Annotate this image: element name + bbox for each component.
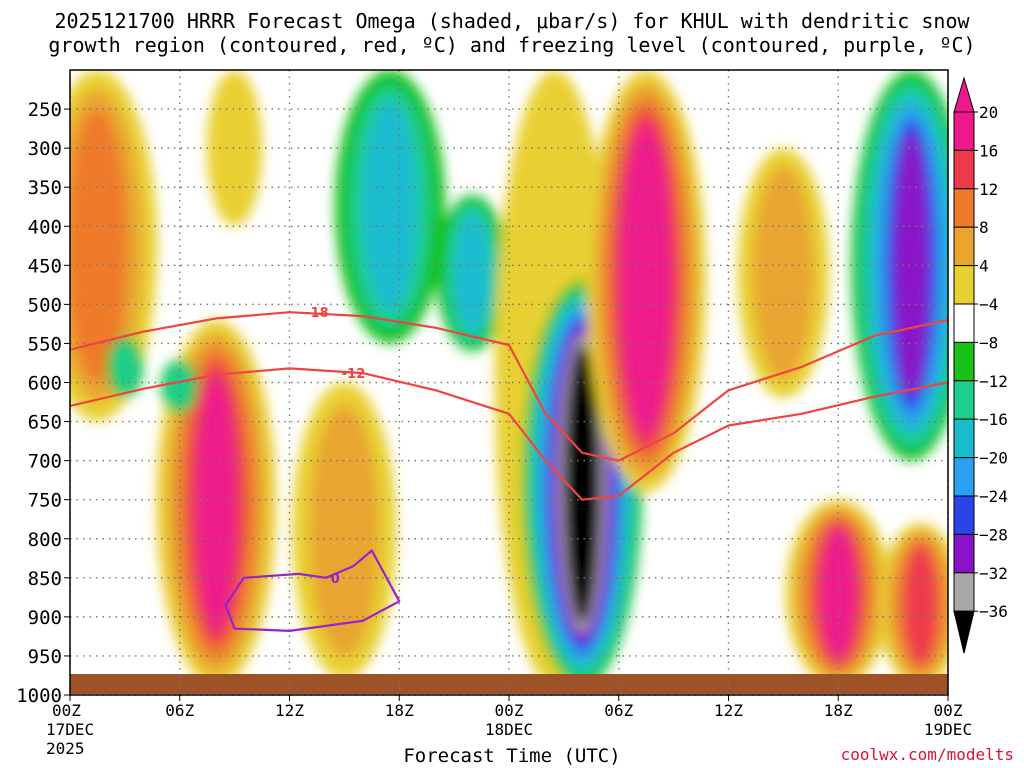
omega-feature-12-level-20 <box>820 527 856 660</box>
colorbar-label-11: −28 <box>979 525 1008 544</box>
freezing-level-contour <box>224 549 401 632</box>
y-tick-label-750: 750 <box>28 490 62 512</box>
y-axis: 250 300 350 400 450 500 550 600 650 700 750 800 850 9… <box>16 99 70 707</box>
colorbar-label-13: −36 <box>979 602 1008 621</box>
y-tick-label-900: 900 <box>28 607 62 629</box>
y-tick-label-650: 650 <box>28 412 62 434</box>
omega-field-blobs <box>70 70 948 688</box>
colorbar-bin-3 <box>953 226 975 267</box>
y-tick-label-700: 700 <box>28 451 62 473</box>
y-tick-label-950: 950 <box>28 646 62 668</box>
freezing-level-label: 0 <box>331 572 340 587</box>
omega-feature-3-level-8 <box>112 340 138 394</box>
y-tick-label-500: 500 <box>28 294 62 316</box>
x-tick-label-0: 00Z <box>52 701 81 720</box>
colorbar-bin-11 <box>953 533 975 574</box>
colorbar-label-0: 20 <box>979 103 998 122</box>
colorbar-label-3: 8 <box>979 218 989 237</box>
dgz-minus12-contour <box>69 367 949 501</box>
x-tick-label-12: 12Z <box>275 701 304 720</box>
y-tick-label-400: 400 <box>28 216 62 238</box>
x-tick-label-6: 06Z <box>165 701 194 720</box>
colorbar-bin-0 <box>953 111 975 151</box>
y-tick-label-350: 350 <box>28 177 62 199</box>
x-date-label-48: 19DEC <box>924 720 972 739</box>
colorbar-label-10: −24 <box>979 487 1008 506</box>
colorbar-bin-9 <box>953 457 975 497</box>
omega-feature-7-level-12 <box>454 212 491 334</box>
x-tick-label-24: 00Z <box>495 701 524 720</box>
colorbar-bin-4 <box>953 265 975 305</box>
y-tick-label-250: 250 <box>28 99 62 121</box>
colorbar-label-6: −8 <box>979 333 998 352</box>
y-tick-label-450: 450 <box>28 255 62 277</box>
colorbar-label-8: −16 <box>979 410 1008 429</box>
ground-surface <box>70 674 948 694</box>
colorbar-bin-7 <box>953 380 975 420</box>
colorbar-label-1: 16 <box>979 141 998 160</box>
chart-title-line1: 2025121700 HRRR Forecast Omega (shaded, … <box>54 9 970 33</box>
colorbar-label-2: 12 <box>979 180 998 199</box>
temperature-contours: -18 -12 0 <box>69 306 949 632</box>
colorbar-label-9: −20 <box>979 449 1008 468</box>
x-date-label-0: 17DEC <box>46 720 94 739</box>
colorbar-bin-2 <box>953 188 975 228</box>
y-tick-label-1000: 1000 <box>16 685 62 707</box>
x-axis-label: Forecast Time (UTC) <box>403 745 621 767</box>
x-tick-label-36: 12Z <box>714 701 743 720</box>
omega-feature-2-level-20 <box>196 375 237 633</box>
omega-feature-9-level-36 <box>570 354 595 615</box>
colorbar-bin-8 <box>953 418 975 459</box>
colorbar-bin-6 <box>953 341 975 382</box>
colorbar-top-arrow <box>953 76 975 113</box>
x-tick-label-18: 18Z <box>385 701 414 720</box>
omega-feature-10-level-24 <box>629 137 664 425</box>
omega-feature-4-level-8 <box>167 363 193 410</box>
colorbar-label-7: −12 <box>979 372 1008 391</box>
colorbar-label-5: −4 <box>979 295 998 314</box>
dgz-minus18-contour <box>69 311 949 462</box>
x-tick-label-30: 06Z <box>604 701 633 720</box>
x-year-label-0: 2025 <box>46 739 85 758</box>
omega-feature-6-level-12 <box>362 100 418 313</box>
omega-shaded-field <box>70 70 948 688</box>
colorbar-bin-10 <box>953 495 975 535</box>
colorbar-bottom-arrow <box>953 610 975 654</box>
omega-feature-14-level-16 <box>903 545 938 666</box>
x-tick-label-48: 00Z <box>934 701 963 720</box>
dgz-minus18-label: -18 <box>305 306 329 321</box>
y-tick-label-300: 300 <box>28 138 62 160</box>
x-tick-label-42: 18Z <box>824 701 853 720</box>
omega-feature-1-level-4 <box>206 70 263 227</box>
omega-feature-5-level-8 <box>309 404 380 658</box>
colorbar-legend: 20 16 12 8 4 −4 −8 −12 −16 −20 −24 −28 −32 −36 <box>953 76 1008 654</box>
chart-title-line2: growth region (contoured, red, ºC) and f… <box>48 33 976 57</box>
colorbar-bin-1 <box>953 149 975 190</box>
x-date-label-24: 18DEC <box>485 720 533 739</box>
y-tick-label-550: 550 <box>28 333 62 355</box>
credit-text: coolwx.com/modelts <box>840 745 1014 764</box>
y-tick-label-800: 800 <box>28 529 62 551</box>
colorbar-label-4: 4 <box>979 257 989 276</box>
y-tick-label-850: 850 <box>28 568 62 590</box>
colorbar-bin-12 <box>953 572 975 612</box>
colorbar-label-12: −32 <box>979 564 1008 583</box>
omega-feature-11-level-8 <box>752 166 814 380</box>
omega-feature-13-level-24 <box>894 132 929 398</box>
dgz-minus12-label: -12 <box>342 367 366 382</box>
y-tick-label-600: 600 <box>28 373 62 395</box>
colorbar-bin-5 <box>953 303 975 343</box>
omega-feature-0-level-12 <box>70 109 128 382</box>
